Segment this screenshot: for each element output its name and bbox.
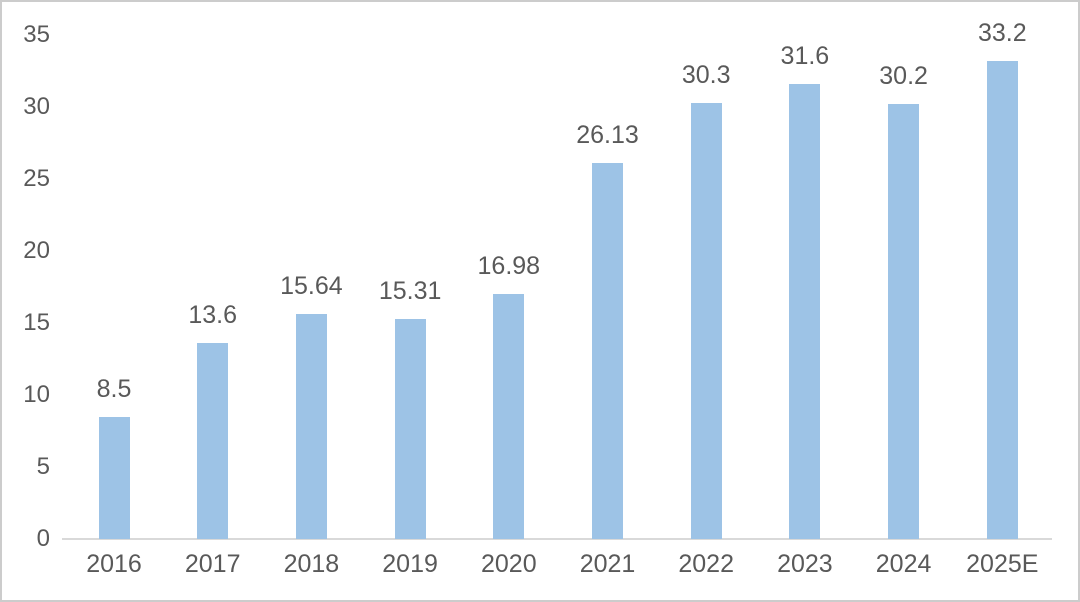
y-axis-tick-label: 15 [23,309,50,336]
x-axis-tick-label: 2022 [678,550,734,578]
bar-value-label: 31.6 [780,42,830,70]
bar-2025E [987,61,1018,539]
bar-2016 [99,417,130,539]
x-axis-tick-label: 2025E [966,550,1039,578]
bar-value-label: 8.5 [96,375,132,403]
y-axis-tick-label: 5 [36,453,50,480]
x-axis-tick-label: 2024 [875,550,932,578]
bar-value-label: 26.13 [576,121,639,149]
bar-value-label: 15.31 [378,277,442,305]
bar-2024 [888,104,919,539]
bar-2023 [789,84,820,539]
bar-2020 [493,294,524,539]
y-axis-tick-label: 35 [23,21,50,48]
bar-2021 [592,163,623,539]
x-axis-tick-label: 2018 [283,550,340,578]
bar-value-label: 30.3 [681,61,731,89]
bar-value-label: 15.64 [280,272,343,300]
bar-value-label: 30.2 [879,62,928,90]
bar-2017 [197,343,228,539]
x-axis-tick-label: 2021 [579,550,636,578]
x-axis-tick-label: 2016 [86,550,142,578]
y-axis-tick-label: 25 [23,165,50,192]
x-axis-tick-label: 2017 [184,550,241,578]
bar-value-label: 16.98 [477,252,541,280]
x-axis-tick-label: 2019 [382,550,438,578]
y-axis-tick-label: 10 [23,381,50,408]
y-axis-tick-label: 0 [36,525,50,552]
bar-2018 [296,314,327,539]
y-axis-tick-label: 30 [23,93,50,120]
bar-value-label: 13.6 [188,301,238,329]
y-axis-tick-label: 20 [23,237,50,264]
bar-2022 [691,103,722,539]
bar-value-label: 33.2 [977,19,1027,47]
x-axis-line [62,538,1052,540]
x-axis-tick-label: 2023 [777,550,833,578]
bar-2019 [395,319,426,539]
x-axis-tick-label: 2020 [480,550,537,578]
